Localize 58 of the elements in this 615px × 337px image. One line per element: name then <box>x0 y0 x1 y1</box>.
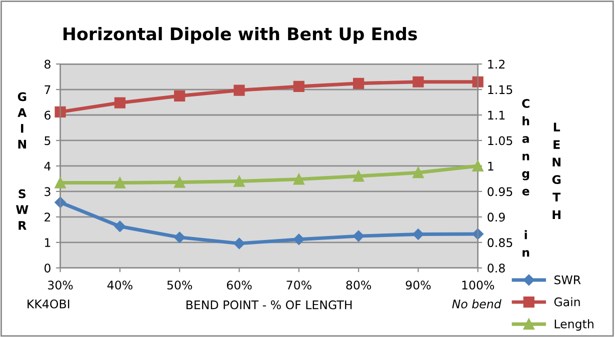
y2-tick-label: 0.8 <box>488 264 505 273</box>
point <box>293 80 304 92</box>
x-tick-label: 70% <box>286 280 312 290</box>
x-axis-title: BEND POINT - % OF LENGTH <box>186 300 352 310</box>
y-tick-label: 0 <box>44 264 50 273</box>
x-tick-label: 100% <box>462 280 494 290</box>
point <box>114 97 126 108</box>
y2-tick-label: 1.2 <box>488 60 504 69</box>
point <box>412 167 424 178</box>
y2-tick-label: 0.85 <box>488 238 512 248</box>
point <box>174 176 186 188</box>
point <box>234 238 245 250</box>
x-tick-label: 50% <box>167 280 192 290</box>
y-tick-label: 1 <box>45 238 50 247</box>
y-tick-label: 6 <box>44 110 50 120</box>
chart-title: Horizontal Dipole with Bent Up Ends <box>64 26 417 44</box>
point <box>54 106 66 118</box>
point <box>472 228 484 240</box>
point <box>352 230 364 242</box>
point <box>472 76 484 88</box>
legend-label: SWR <box>554 275 581 284</box>
point <box>412 76 424 88</box>
point <box>174 90 186 102</box>
text: Change in LENGTH <box>522 98 561 257</box>
y2-tick-label: 1 <box>488 162 494 170</box>
point <box>174 232 186 243</box>
y-tick-label: 4 <box>44 162 51 170</box>
legend-label: Length <box>554 319 594 331</box>
point <box>234 84 245 96</box>
point <box>352 170 364 182</box>
y2-tick-label: 1.1 <box>488 110 505 120</box>
point <box>412 228 424 240</box>
y-tick-label: 2 <box>44 212 50 222</box>
text: No bend <box>452 299 502 308</box>
y-tick-label: 5 <box>44 136 50 146</box>
y-tick-label: 3 <box>44 187 50 196</box>
legend-label: Gain <box>554 297 580 306</box>
y2-tick-label: 0.9 <box>488 212 505 222</box>
point <box>472 160 484 172</box>
point <box>54 177 66 188</box>
x-tick-label: 60% <box>226 280 252 290</box>
point <box>114 220 126 232</box>
x-tick-label: 30% <box>48 280 73 290</box>
point <box>234 176 245 187</box>
y-tick-label: 7 <box>44 85 50 94</box>
x-tick-label: 40% <box>107 280 132 290</box>
point <box>293 174 304 185</box>
point <box>352 78 364 89</box>
point <box>114 177 126 188</box>
y2-tick-label: 1.15 <box>488 85 512 94</box>
text: KK4OBI <box>28 299 70 308</box>
y2-tick-label: 1.05 <box>488 136 512 146</box>
point <box>293 234 304 245</box>
y-tick-label: 8 <box>44 60 50 69</box>
y2-tick-label: 0.95 <box>488 187 512 196</box>
x-tick-label: 80% <box>346 280 372 290</box>
text: GAIN SWR <box>16 92 28 230</box>
x-tick-label: 90% <box>406 280 431 290</box>
